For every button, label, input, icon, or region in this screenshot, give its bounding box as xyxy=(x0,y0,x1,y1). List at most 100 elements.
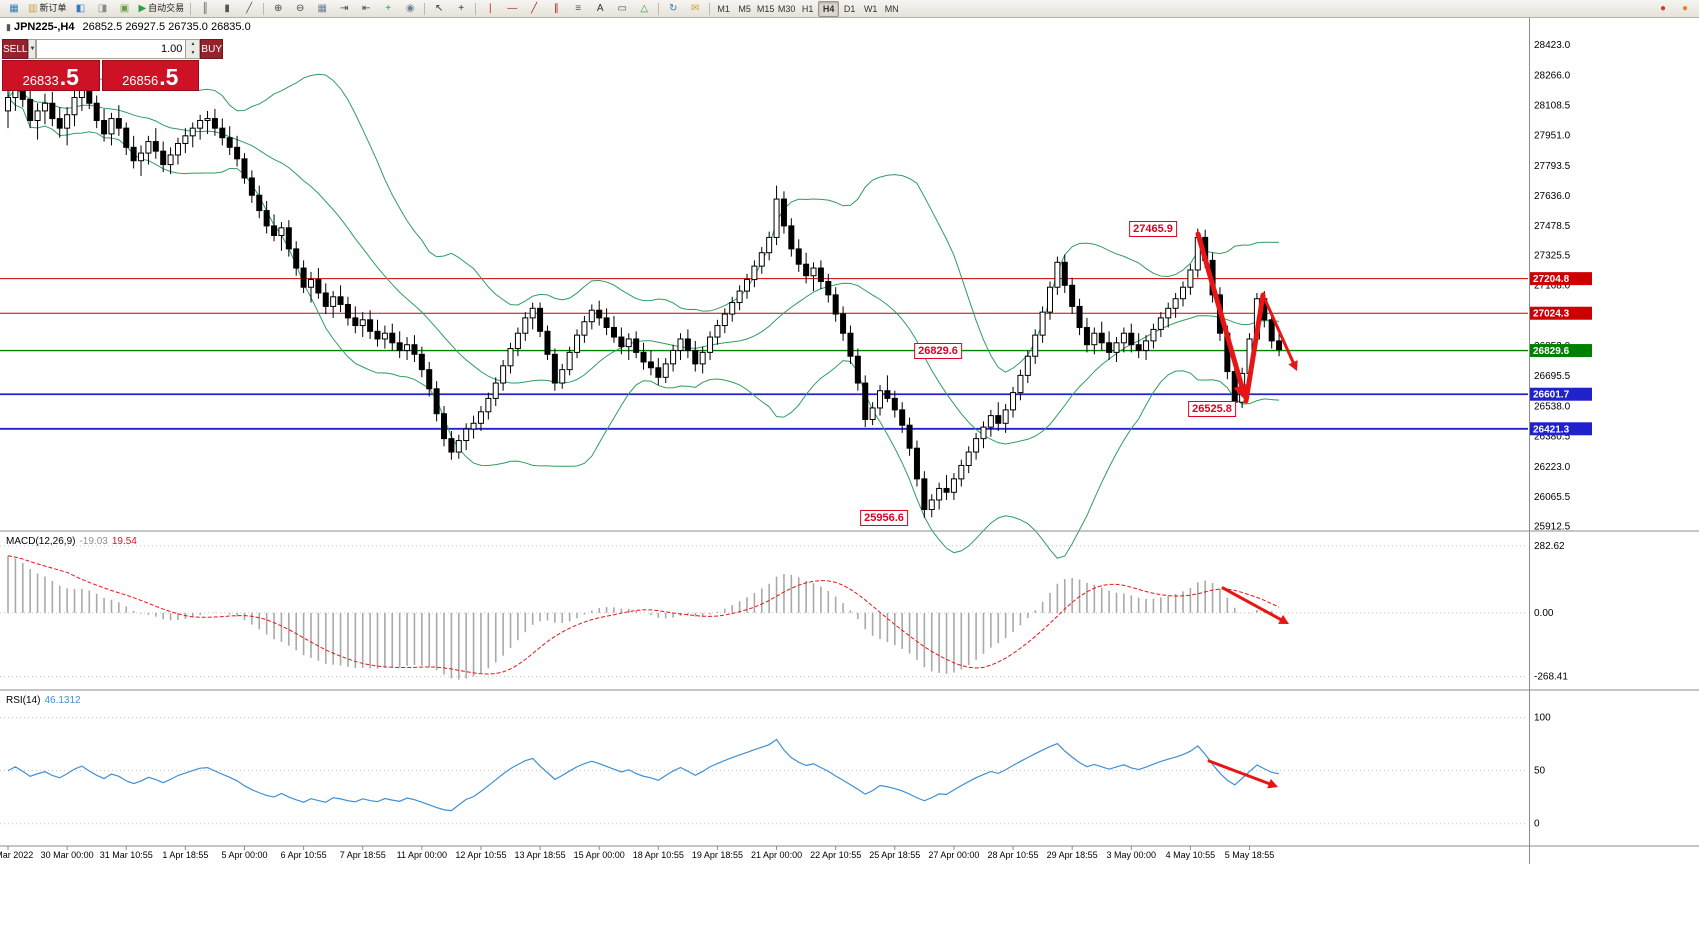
cursor-icon: ↖ xyxy=(434,2,444,14)
timeframe-w1[interactable]: W1 xyxy=(863,3,878,14)
volume-input[interactable] xyxy=(37,40,186,58)
volume-stepper: ▲ ▼ xyxy=(185,40,200,58)
horizontal-line-icon: ― xyxy=(507,2,518,14)
chart-shift-icon: ⇤ xyxy=(361,2,371,14)
rsi-arrow-head[interactable] xyxy=(1267,778,1278,789)
new-order-button-label: 新订单 xyxy=(39,3,67,13)
svg-text:26829.6: 26829.6 xyxy=(1533,346,1570,357)
timeframe-m30[interactable]: M30 xyxy=(777,3,796,14)
zoom-out-icon[interactable]: ⊖ xyxy=(289,0,311,17)
buy-price-display[interactable]: 26856.5 xyxy=(101,60,199,91)
market-watch-icon[interactable]: ◧ xyxy=(69,0,91,17)
price-callout-26525.8[interactable]: 26525.8 xyxy=(1188,400,1236,417)
chart-shift-icon[interactable]: ⇤ xyxy=(355,0,377,17)
timeframe-d1[interactable]: D1 xyxy=(843,3,856,14)
price-callout-25956.6[interactable]: 25956.6 xyxy=(860,509,908,526)
timeframe-h4[interactable]: H4 xyxy=(818,0,840,17)
price-callout-26829.6[interactable]: 26829.6 xyxy=(914,342,962,359)
timeframe-m15[interactable]: M15 xyxy=(756,3,775,14)
navigator-icon[interactable]: ◨ xyxy=(91,0,113,17)
label-icon[interactable]: ▭ xyxy=(611,0,633,17)
svg-text:28 Apr 10:55: 28 Apr 10:55 xyxy=(988,850,1039,860)
svg-text:31 Mar 10:55: 31 Mar 10:55 xyxy=(100,850,153,860)
alert-icon[interactable]: ● xyxy=(1652,0,1674,17)
trend-arrow-down-2[interactable] xyxy=(1261,293,1295,364)
volume-down-icon[interactable]: ▼ xyxy=(186,49,200,58)
panel-separators xyxy=(0,17,1699,864)
volume-up-icon[interactable]: ▲ xyxy=(186,40,200,49)
sell-dropdown-button[interactable]: ▼ xyxy=(28,39,37,59)
trend-arrow-down-1[interactable] xyxy=(1195,231,1245,389)
buy-price-big: .5 xyxy=(159,64,179,91)
fibonacci-icon[interactable]: ≡ xyxy=(567,0,589,17)
timeframe-h1[interactable]: H1 xyxy=(801,3,814,14)
autotrade-icon: ▶ xyxy=(138,2,147,14)
bar-chart-icon[interactable]: ║ xyxy=(194,0,216,17)
price-callout-27465.9[interactable]: 27465.9 xyxy=(1129,220,1177,237)
timeframe-m5[interactable]: M5 xyxy=(738,3,751,14)
macd-signal-value: 19.54 xyxy=(111,536,137,547)
macd-name: MACD(12,26,9) xyxy=(6,536,76,547)
refresh-icon[interactable]: ↻ xyxy=(662,0,684,17)
timeframe-mn[interactable]: MN xyxy=(884,3,899,14)
navigator-icon: ◨ xyxy=(97,2,108,14)
label-icon: ▭ xyxy=(617,2,627,14)
bar-chart-icon: ║ xyxy=(201,2,209,14)
svg-text:29 Apr 18:55: 29 Apr 18:55 xyxy=(1047,850,1098,860)
chevron-down-icon: ▼ xyxy=(29,46,36,52)
svg-text:7 Apr 18:55: 7 Apr 18:55 xyxy=(340,850,386,860)
terminal-icon[interactable]: ▣ xyxy=(113,0,135,17)
autotrade-button-label: 自动交易 xyxy=(148,3,185,13)
cursor-icon[interactable]: ↖ xyxy=(428,0,450,17)
tile-windows-icon[interactable]: ▦ xyxy=(311,0,333,17)
price-axis: 28423.0 28266.0 28108.5 27951.0 27793.5 27636… xyxy=(1530,40,1592,830)
indicators-icon[interactable]: + xyxy=(377,0,399,17)
rsi-value: 46.1312 xyxy=(44,695,81,706)
chart-type-icon: ▮ xyxy=(6,22,11,32)
bollinger-bands xyxy=(7,72,1280,559)
svg-text:19 Apr 18:55: 19 Apr 18:55 xyxy=(692,850,743,860)
channel-icon[interactable]: ∥ xyxy=(545,0,567,17)
new-order-button[interactable]: ▥ 新订单 xyxy=(25,0,69,17)
price-tag-27024.3 xyxy=(1530,306,1592,320)
mail-icon[interactable]: ✉ xyxy=(684,0,706,17)
svg-text:28 Mar 2022: 28 Mar 2022 xyxy=(0,850,33,860)
sell-price-display[interactable]: 26833.5 xyxy=(2,60,100,91)
candle-chart-icon[interactable]: ▮ xyxy=(216,0,238,17)
macd-arrow-head[interactable] xyxy=(1278,614,1289,624)
line-chart-icon[interactable]: ╱ xyxy=(238,0,260,17)
macd-panel xyxy=(7,555,1280,680)
buy-button[interactable]: BUY xyxy=(200,39,223,59)
toolbar: ▦ ▥ 新订单 ◧ ◨ ▣ ▶ 自动交易 ║ ▮ ╱ ⊕ ⊖ ▦ ⇥ ⇤ + ◉ ↖ + ∣ ― ╱ ∥ ≡ A ▭ △ ↻ ✉ M1 M5 M… xyxy=(0,0,1699,18)
svg-text:28423.0: 28423.0 xyxy=(1534,40,1571,51)
tile-windows-icon: ▦ xyxy=(317,2,327,14)
toolbar-separator xyxy=(263,2,265,15)
zoom-in-icon[interactable]: ⊕ xyxy=(267,0,289,17)
bb-middle xyxy=(7,89,1280,445)
macd-arrow[interactable] xyxy=(1221,586,1283,621)
periods-icon[interactable]: ◉ xyxy=(399,0,421,17)
auto-scroll-icon[interactable]: ⇥ xyxy=(333,0,355,17)
horizontal-level-lines xyxy=(0,278,1528,430)
text-icon[interactable]: A xyxy=(589,0,611,17)
community-icon[interactable]: ● xyxy=(1674,0,1696,17)
autotrade-button[interactable]: ▶ 自动交易 xyxy=(135,0,187,17)
timeframe-m1[interactable]: M1 xyxy=(717,3,730,14)
new-chart-icon[interactable]: ▦ xyxy=(3,0,25,17)
vertical-line-icon[interactable]: ∣ xyxy=(479,0,501,17)
trend-arrow-up[interactable] xyxy=(1243,292,1266,404)
sell-button[interactable]: SELL xyxy=(2,39,29,59)
svg-text:4 May 10:55: 4 May 10:55 xyxy=(1166,850,1216,860)
svg-text:28108.5: 28108.5 xyxy=(1534,100,1571,111)
rsi-arrow[interactable] xyxy=(1207,759,1271,786)
toolbar-separator xyxy=(475,2,477,15)
svg-text:27204.8: 27204.8 xyxy=(1533,274,1570,285)
trend-arrow-down-2-head[interactable] xyxy=(1288,360,1298,371)
shapes-icon[interactable]: △ xyxy=(633,0,655,17)
svg-text:26223.0: 26223.0 xyxy=(1534,462,1571,473)
svg-text:5 Apr 00:00: 5 Apr 00:00 xyxy=(221,850,267,860)
crosshair-icon[interactable]: + xyxy=(450,0,472,17)
horizontal-line-icon[interactable]: ― xyxy=(501,0,523,17)
trendline-icon[interactable]: ╱ xyxy=(523,0,545,17)
